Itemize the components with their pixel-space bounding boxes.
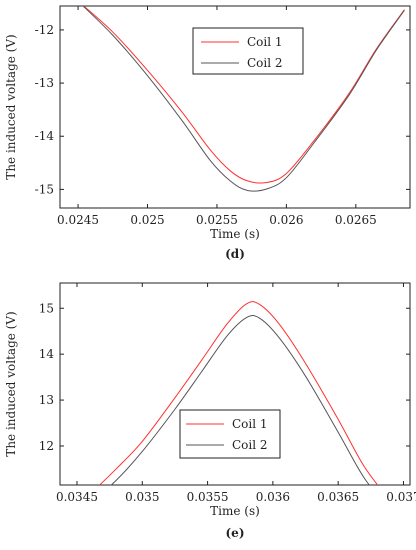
y-tick-label: 12 [39,439,54,453]
y-ticks: -12 -13 -14 -15 [35,23,410,196]
legend-label-coil-1: Coil 1 [232,417,268,431]
y-axis-label: The induced voltage (V) [4,34,18,179]
y-tick-label: 13 [39,393,54,407]
x-tick-label: 0.037 [386,490,416,504]
plot-frame [59,5,411,209]
x-tick-label: 0.0265 [335,213,377,227]
legend: Coil 1 Coil 2 [192,27,304,75]
y-tick-label: -13 [35,76,54,90]
legend-label-coil-2: Coil 2 [247,56,283,70]
x-tick-label: 0.0255 [196,213,238,227]
x-ticks: 0.0245 0.025 0.0255 0.026 0.0265 [57,6,377,227]
x-ticks: 0.0345 0.035 0.0355 0.036 0.0365 0.037 [56,283,416,504]
legend-box [192,27,304,75]
series-lines [98,301,379,485]
series-line-coil-1 [98,301,379,485]
legend-label-coil-2: Coil 2 [232,438,268,452]
x-tick-label: 0.026 [269,213,303,227]
x-tick-label: 0.0355 [187,490,229,504]
series-lines [82,6,405,192]
x-tick-label: 0.025 [130,213,164,227]
y-tick-label: -14 [35,129,55,143]
x-tick-label: 0.0345 [56,490,98,504]
panel-caption: (e) [226,526,245,540]
y-axis-label: The induced voltage (V) [4,311,18,456]
x-tick-label: 0.0365 [317,490,359,504]
series-line-coil-1 [82,6,405,184]
chart-panel-d: 0.0245 0.025 0.0255 0.026 0.0265 -12-13-14-1… [4,5,411,261]
x-tick-label: 0.0245 [57,213,99,227]
x-tick-label: 0.036 [256,490,290,504]
legend: Coil 1 Coil 2 [179,409,281,459]
plot-frame [59,282,411,486]
legend-box [179,409,281,459]
panel-caption: (d) [225,247,245,261]
x-tick-label: 0.035 [125,490,159,504]
legend-label-coil-1: Coil 1 [247,35,283,49]
y-tick-label: -15 [35,182,54,196]
y-tick-label: 15 [39,301,54,315]
y-ticks: 12 13 14 15 [39,301,410,453]
series-line-coil-2 [110,315,370,485]
series-line-coil-2 [82,6,405,192]
x-axis-label: Time (s) [210,227,260,241]
chart-panel-e: 0.0345 0.035 0.0355 0.036 0.0365 0.037 12 13 14… [4,282,416,540]
y-tick-label: -12 [35,23,54,37]
x-axis-label: Time (s) [210,504,260,518]
y-tick-label: 14 [39,347,55,361]
